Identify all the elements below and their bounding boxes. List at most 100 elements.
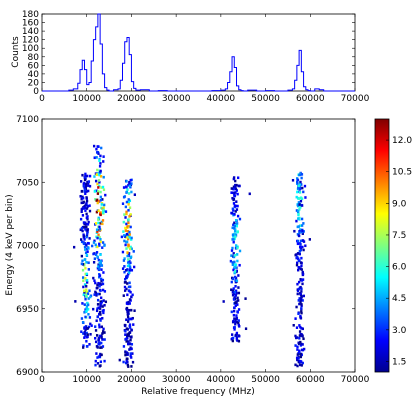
heatmap-cell [130,182,133,185]
heatmap-cell [86,230,89,234]
heatmap-cell [296,190,299,194]
heatmap-cell [123,234,126,237]
heatmap-cell [297,187,300,190]
heatmap-cell [231,339,234,343]
heatmap-cell [301,239,305,242]
heatmap-cell [131,352,134,355]
heatmap-cell [299,316,302,320]
heatmap-y-tick-label: 7000 [16,242,39,252]
heatmap-cell [83,186,86,189]
histogram-y-tick-label: 0 [33,87,39,97]
heatmap-cell [125,302,129,305]
heatmap-cell [297,212,300,216]
heatmap-cell [86,228,89,232]
heatmap-cell [233,221,236,225]
heatmap-x-axis-label: Relative frequency (MHz) [141,387,254,397]
heatmap-cell [103,203,106,207]
heatmap-cell [118,358,121,362]
heatmap-cell [295,326,299,329]
heatmap-cell [231,207,234,211]
heatmap-cell [81,302,84,305]
heatmap-cell [96,192,100,195]
heatmap-cell [244,327,248,331]
heatmap-cell [299,243,302,246]
heatmap-cell [102,271,105,274]
heatmap-cell [231,333,234,336]
heatmap-axes-frame [41,118,356,373]
heatmap-cell [96,356,99,359]
heatmap-cell [100,353,103,357]
heatmap-cell [127,258,130,261]
heatmap-cell [300,197,304,201]
heatmap-cell [231,233,235,237]
heatmap-cell [127,302,130,306]
heatmap-cell [128,206,132,210]
heatmap-cell [92,252,95,256]
heatmap-cell [130,238,133,241]
heatmap-cell [94,222,98,225]
heatmap-cell [99,240,102,244]
heatmap-cell [98,159,101,162]
heatmap-cell [97,152,100,155]
heatmap-cell [86,205,90,208]
heatmap-cell [294,317,297,320]
histogram-y-axis-label: Counts [11,36,21,68]
heatmap-cell [127,237,130,241]
heatmap-cell [98,262,101,265]
heatmap-cell [82,332,85,335]
heatmap-cell [232,309,236,313]
heatmap-cell [85,335,88,339]
heatmap-cell [128,281,131,285]
heatmap-cell [131,316,134,320]
heatmap-cell [83,188,86,191]
heatmap-cell [86,250,89,253]
heatmap-cell [127,300,130,304]
heatmap-cell [104,300,108,304]
heatmap-cell [97,209,100,212]
heatmap-cell [123,257,126,260]
heatmap-cell [125,190,128,194]
heatmap-cell [101,246,104,249]
heatmap-cell [84,325,88,329]
heatmap-cell [233,317,236,320]
heatmap-cell [87,247,90,250]
heatmap-cell [85,199,89,203]
heatmap-cell [126,336,129,340]
heatmap-cell [299,187,302,191]
heatmap-cell [230,191,233,194]
heatmap-cell [300,342,303,346]
heatmap-cell [95,156,98,159]
heatmap-cell [96,230,99,234]
heatmap-x-tick-label: 60000 [296,375,325,385]
heatmap-cell [84,297,87,301]
heatmap-cell [129,267,132,270]
heatmap-cell [297,257,300,261]
heatmap-cell [296,348,299,351]
heatmap-cell [123,285,127,289]
heatmap-cell [99,253,102,256]
heatmap-cell [94,329,98,332]
heatmap-cell [127,243,130,247]
heatmap-cell [84,248,87,251]
heatmap-cell [234,320,237,323]
heatmap-cell [297,287,301,291]
heatmap-cell [99,211,102,214]
heatmap-cell [85,190,88,193]
heatmap-cell [124,243,127,247]
heatmap-cell [235,314,238,317]
histogram-x-tick-label: 0 [39,94,45,104]
heatmap-cell [82,293,85,297]
colorbar-tick-label: 12.0 [392,136,412,146]
heatmap-cell [303,347,306,351]
heatmap-cell [95,147,98,151]
heatmap-cell [128,215,131,218]
colorbar-tick-label: 6.0 [392,263,407,273]
heatmap-cell [234,235,237,239]
heatmap-cell [98,292,101,296]
heatmap-cell [298,216,301,220]
heatmap-cell [97,218,100,221]
histogram-y-tick-label: 160 [22,19,39,29]
heatmap-cell [83,332,86,336]
heatmap-cell [83,206,87,210]
heatmap-cell [83,238,86,241]
